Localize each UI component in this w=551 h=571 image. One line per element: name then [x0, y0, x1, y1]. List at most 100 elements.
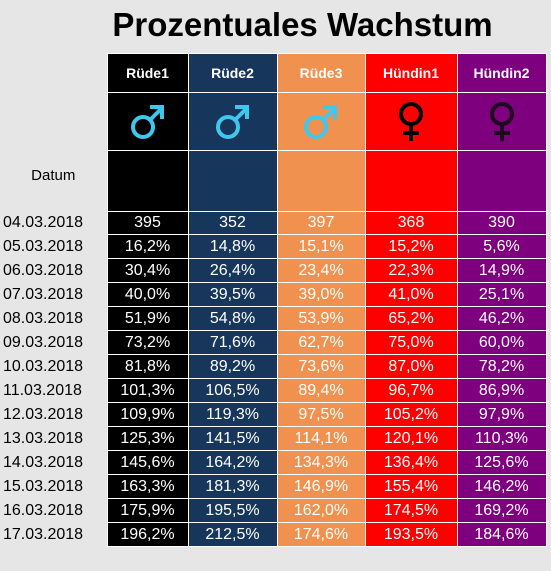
value-cell[interactable]: 41,0% — [364, 282, 458, 307]
value-cell[interactable]: 136,4% — [364, 450, 458, 475]
value-cell[interactable]: 105,2% — [364, 402, 458, 427]
value-cell[interactable]: 109,9% — [106, 402, 189, 427]
date-cell[interactable]: 07.03.2018 — [0, 282, 107, 307]
value-cell[interactable]: 89,4% — [276, 378, 366, 403]
symbol-cell[interactable] — [364, 92, 458, 151]
blank-cell[interactable] — [456, 150, 547, 212]
blank-cell[interactable] — [106, 150, 189, 212]
value-cell[interactable]: 146,9% — [276, 474, 366, 499]
value-cell[interactable]: 193,5% — [364, 522, 458, 547]
value-cell[interactable]: 15,1% — [276, 234, 366, 259]
date-cell[interactable]: 04.03.2018 — [0, 211, 107, 235]
value-cell[interactable]: 39,5% — [187, 282, 278, 307]
value-cell[interactable]: 16,2% — [106, 234, 189, 259]
date-cell[interactable]: 11.03.2018 — [0, 378, 107, 403]
column-header[interactable]: Rüde1 — [106, 53, 189, 93]
value-cell[interactable]: 352 — [187, 211, 278, 235]
value-cell[interactable]: 96,7% — [364, 378, 458, 403]
value-cell[interactable]: 181,3% — [187, 474, 278, 499]
value-cell[interactable]: 86,9% — [456, 378, 547, 403]
value-cell[interactable]: 169,2% — [456, 498, 547, 523]
value-cell[interactable]: 195,5% — [187, 498, 278, 523]
value-cell[interactable]: 119,3% — [187, 402, 278, 427]
value-cell[interactable]: 14,9% — [456, 258, 547, 283]
symbol-cell[interactable] — [106, 92, 189, 151]
value-cell[interactable]: 395 — [106, 211, 189, 235]
value-cell[interactable]: 60,0% — [456, 330, 547, 355]
blank-cell[interactable] — [364, 150, 458, 212]
value-cell[interactable]: 62,7% — [276, 330, 366, 355]
symbol-cell[interactable] — [276, 92, 366, 151]
value-cell[interactable]: 26,4% — [187, 258, 278, 283]
value-cell[interactable]: 397 — [276, 211, 366, 235]
value-cell[interactable]: 25,1% — [456, 282, 547, 307]
value-cell[interactable]: 146,2% — [456, 474, 547, 499]
value-cell[interactable]: 184,6% — [456, 522, 547, 547]
value-cell[interactable]: 5,6% — [456, 234, 547, 259]
date-cell[interactable]: 05.03.2018 — [0, 234, 107, 259]
value-cell[interactable]: 14,8% — [187, 234, 278, 259]
value-cell[interactable]: 162,0% — [276, 498, 366, 523]
value-cell[interactable]: 30,4% — [106, 258, 189, 283]
value-cell[interactable]: 101,3% — [106, 378, 189, 403]
value-cell[interactable]: 78,2% — [456, 354, 547, 379]
date-cell[interactable]: 13.03.2018 — [0, 426, 107, 451]
value-cell[interactable]: 390 — [456, 211, 547, 235]
value-cell[interactable]: 106,5% — [187, 378, 278, 403]
value-cell[interactable]: 73,6% — [276, 354, 366, 379]
column-header[interactable]: Hündin2 — [456, 53, 547, 93]
value-cell[interactable]: 46,2% — [456, 306, 547, 331]
value-cell[interactable]: 40,0% — [106, 282, 189, 307]
value-cell[interactable]: 120,1% — [364, 426, 458, 451]
value-cell[interactable]: 164,2% — [187, 450, 278, 475]
value-cell[interactable]: 175,9% — [106, 498, 189, 523]
value-cell[interactable]: 163,3% — [106, 474, 189, 499]
value-cell[interactable]: 141,5% — [187, 426, 278, 451]
value-cell[interactable]: 368 — [364, 211, 458, 235]
value-cell[interactable]: 73,2% — [106, 330, 189, 355]
value-cell[interactable]: 125,3% — [106, 426, 189, 451]
date-cell[interactable]: 09.03.2018 — [0, 330, 107, 355]
value-cell[interactable]: 125,6% — [456, 450, 547, 475]
column-header[interactable]: Rüde2 — [187, 53, 278, 93]
date-header[interactable]: Datum — [0, 150, 107, 212]
date-cell[interactable]: 06.03.2018 — [0, 258, 107, 283]
date-cell[interactable]: 17.03.2018 — [0, 522, 107, 547]
date-cell[interactable]: 10.03.2018 — [0, 354, 107, 379]
value-cell[interactable]: 65,2% — [364, 306, 458, 331]
blank-cell[interactable] — [187, 150, 278, 212]
value-cell[interactable]: 212,5% — [187, 522, 278, 547]
column-header[interactable]: Hündin1 — [364, 53, 458, 93]
date-cell[interactable]: 15.03.2018 — [0, 474, 107, 499]
value-cell[interactable]: 39,0% — [276, 282, 366, 307]
value-cell[interactable]: 114,1% — [276, 426, 366, 451]
value-cell[interactable]: 145,6% — [106, 450, 189, 475]
date-cell[interactable]: 12.03.2018 — [0, 402, 107, 427]
date-cell[interactable]: 08.03.2018 — [0, 306, 107, 331]
value-cell[interactable]: 97,5% — [276, 402, 366, 427]
column-header[interactable]: Rüde3 — [276, 53, 366, 93]
value-cell[interactable]: 155,4% — [364, 474, 458, 499]
value-cell[interactable]: 174,6% — [276, 522, 366, 547]
value-cell[interactable]: 134,3% — [276, 450, 366, 475]
value-cell[interactable]: 53,9% — [276, 306, 366, 331]
value-cell[interactable]: 97,9% — [456, 402, 547, 427]
blank-cell[interactable] — [276, 150, 366, 212]
symbol-cell[interactable] — [456, 92, 547, 151]
value-cell[interactable]: 110,3% — [456, 426, 547, 451]
value-cell[interactable]: 81,8% — [106, 354, 189, 379]
value-cell[interactable]: 87,0% — [364, 354, 458, 379]
value-cell[interactable]: 51,9% — [106, 306, 189, 331]
value-cell[interactable]: 196,2% — [106, 522, 189, 547]
value-cell[interactable]: 22,3% — [364, 258, 458, 283]
date-cell[interactable]: 16.03.2018 — [0, 498, 107, 523]
value-cell[interactable]: 174,5% — [364, 498, 458, 523]
date-cell[interactable]: 14.03.2018 — [0, 450, 107, 475]
value-cell[interactable]: 75,0% — [364, 330, 458, 355]
symbol-cell[interactable] — [187, 92, 278, 151]
value-cell[interactable]: 15,2% — [364, 234, 458, 259]
value-cell[interactable]: 54,8% — [187, 306, 278, 331]
value-cell[interactable]: 23,4% — [276, 258, 366, 283]
value-cell[interactable]: 89,2% — [187, 354, 278, 379]
value-cell[interactable]: 71,6% — [187, 330, 278, 355]
